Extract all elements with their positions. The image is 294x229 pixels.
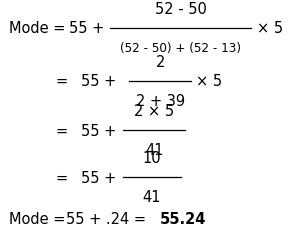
Text: 55 +: 55 + bbox=[69, 21, 104, 36]
Text: 55 +: 55 + bbox=[81, 123, 116, 138]
Text: × 5: × 5 bbox=[196, 74, 222, 89]
Text: 10: 10 bbox=[142, 150, 161, 166]
Text: × 5: × 5 bbox=[257, 21, 283, 36]
Text: =: = bbox=[56, 74, 68, 89]
Text: 41: 41 bbox=[145, 142, 163, 158]
Text: 52 - 50: 52 - 50 bbox=[155, 2, 207, 17]
Text: 2 × 5: 2 × 5 bbox=[134, 104, 174, 119]
Text: 55 +: 55 + bbox=[81, 170, 116, 185]
Text: 55 +: 55 + bbox=[81, 74, 116, 89]
Text: 55 + .24 =: 55 + .24 = bbox=[66, 211, 146, 226]
Text: Mode =: Mode = bbox=[9, 21, 65, 36]
Text: 2: 2 bbox=[156, 54, 165, 69]
Text: Mode =: Mode = bbox=[9, 211, 65, 226]
Text: 55.24: 55.24 bbox=[160, 211, 207, 226]
Text: 41: 41 bbox=[142, 189, 161, 204]
Text: 2 + 39: 2 + 39 bbox=[136, 93, 185, 108]
Text: =: = bbox=[56, 170, 68, 185]
Text: =: = bbox=[56, 123, 68, 138]
Text: (52 - 50) + (52 - 13): (52 - 50) + (52 - 13) bbox=[120, 42, 241, 55]
